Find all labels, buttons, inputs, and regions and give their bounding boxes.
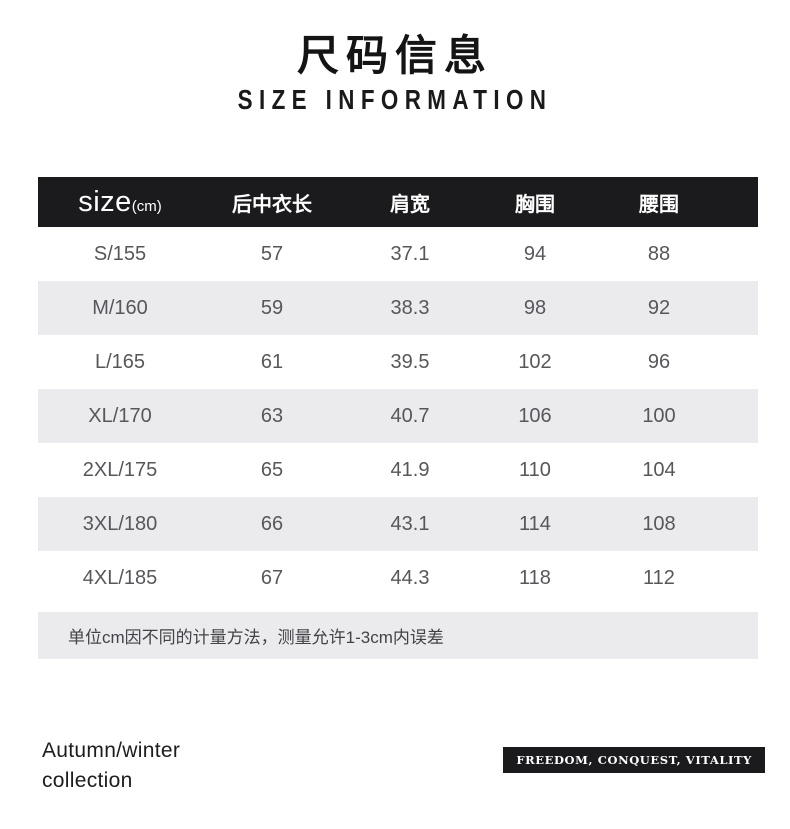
value-cell: 65: [260, 458, 284, 481]
column-header-waist: 腰围: [639, 193, 679, 216]
value-cell: 108: [642, 512, 676, 535]
value-cell: 41.9: [390, 458, 430, 481]
value-cell: 39.5: [390, 350, 430, 373]
size-cell: 4XL/185: [82, 566, 158, 589]
page-title-chinese: 尺码信息: [296, 31, 493, 80]
collection-caption: Autumn/winter collection: [42, 736, 180, 796]
table-row-xl: XL/170 63 40.7 106 100: [38, 389, 758, 443]
page-title-english: SIZE INFORMATION: [237, 84, 553, 115]
table-header-row: size(cm) 后中衣长 肩宽 胸围 腰围: [38, 177, 758, 227]
measurement-tolerance-note: 单位cm因不同的计量方法，测量允许1-3cm内误差: [38, 612, 758, 659]
table-row-l: L/165 61 39.5 102 96: [38, 335, 758, 389]
size-unit-label: (cm): [131, 197, 162, 215]
value-cell: 37.1: [390, 242, 430, 265]
table-row-4xl: 4XL/185 67 44.3 118 112: [38, 551, 758, 605]
value-cell: 110: [519, 458, 551, 481]
value-cell: 67: [260, 566, 284, 589]
column-header-chest: 胸围: [515, 193, 555, 216]
value-cell: 112: [643, 566, 675, 589]
size-cell: L/165: [94, 350, 146, 373]
column-header-back-length: 后中衣长: [232, 193, 312, 216]
size-table: size(cm) 后中衣长 肩宽 胸围 腰围 S/155 57 37.1 94 …: [38, 177, 758, 659]
column-header-shoulder: 肩宽: [390, 193, 430, 216]
value-cell: 104: [642, 458, 676, 481]
column-header-size: size(cm): [38, 186, 202, 219]
value-cell: 106: [518, 404, 552, 427]
table-row-2xl: 2XL/175 65 41.9 110 104: [38, 443, 758, 497]
value-cell: 43.1: [390, 512, 430, 535]
table-row-3xl: 3XL/180 66 43.1 114 108: [38, 497, 758, 551]
collection-caption-line2: collection: [42, 769, 133, 792]
value-cell: 92: [647, 296, 671, 319]
value-cell: 40.7: [390, 404, 430, 427]
table-row-m: M/160 59 38.3 98 92: [38, 281, 758, 335]
value-cell: 63: [260, 404, 284, 427]
value-cell: 66: [260, 512, 284, 535]
table-row-s: S/155 57 37.1 94 88: [38, 227, 758, 281]
size-label: size: [78, 185, 132, 218]
value-cell: 38.3: [390, 296, 430, 319]
size-cell: S/155: [93, 242, 147, 265]
value-cell: 102: [518, 350, 552, 373]
value-cell: 98: [523, 296, 547, 319]
collection-caption-line1: Autumn/winter: [42, 739, 181, 762]
value-cell: 118: [519, 566, 551, 589]
value-cell: 44.3: [390, 566, 430, 589]
size-cell: XL/170: [88, 404, 152, 427]
value-cell: 59: [260, 296, 284, 319]
value-cell: 100: [642, 404, 676, 427]
value-cell: 57: [260, 242, 284, 265]
slogan-badge: FREEDOM, CONQUEST, VITALITY: [503, 747, 765, 773]
value-cell: 94: [523, 242, 547, 265]
value-cell: 88: [647, 242, 671, 265]
value-cell: 61: [260, 350, 284, 373]
size-cell: M/160: [92, 296, 148, 319]
value-cell: 114: [519, 512, 551, 535]
size-cell: 3XL/180: [82, 512, 158, 535]
value-cell: 96: [647, 350, 671, 373]
size-cell: 2XL/175: [82, 458, 158, 481]
